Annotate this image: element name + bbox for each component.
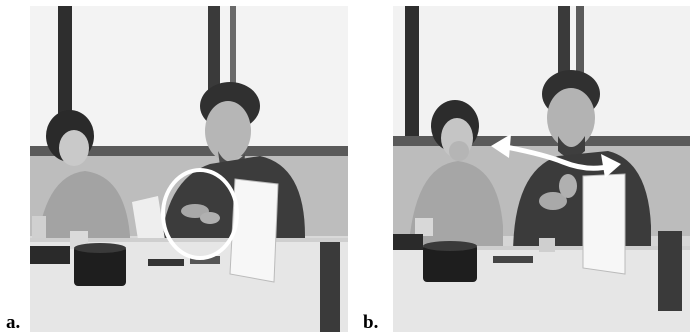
cup: [415, 218, 433, 236]
person-woman-face: [59, 130, 89, 166]
name-card: [230, 179, 278, 282]
photo-b: [393, 6, 690, 332]
person-man-face: [547, 88, 595, 148]
photo-panel-b: [393, 6, 690, 332]
name-card: [583, 174, 625, 274]
caption-a: a.: [6, 312, 20, 334]
photo-a: [30, 6, 348, 332]
person-man-face: [205, 101, 251, 161]
photo-panel-a: [30, 6, 348, 332]
caption-b: b.: [363, 312, 378, 334]
